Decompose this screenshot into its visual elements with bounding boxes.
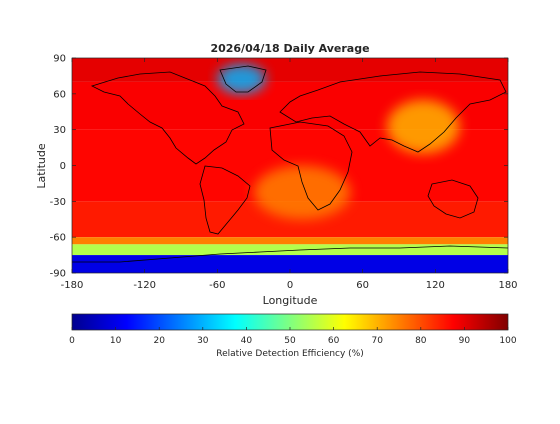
plot-area <box>72 58 508 273</box>
y-tick-label: -60 <box>50 233 66 244</box>
colorbar-tick-label: 40 <box>241 336 253 346</box>
x-tick-label: -180 <box>61 280 84 291</box>
chart-title: 2026/04/18 Daily Average <box>210 42 369 55</box>
heat-band-5 <box>72 244 508 256</box>
coastline-greenland <box>219 65 267 93</box>
colorbar-tick-label: 10 <box>110 336 122 346</box>
x-tick-label: -60 <box>209 280 225 291</box>
colorbar-tick-label: 80 <box>415 336 427 346</box>
colorbar-tick-label: 0 <box>69 336 75 346</box>
coastline-africa <box>269 121 353 211</box>
x-tick-label: 0 <box>287 280 293 291</box>
x-tick-label: 180 <box>498 280 517 291</box>
colorbar-tick-label: 30 <box>197 336 209 346</box>
coastline-antarctica <box>72 245 508 263</box>
coastlines <box>72 65 508 263</box>
coastline-south-america <box>199 165 251 235</box>
x-tick-label: 60 <box>356 280 369 291</box>
colorbar-label: Relative Detection Efficiency (%) <box>216 349 364 359</box>
coastline-australia <box>427 179 479 219</box>
y-tick-label: 0 <box>60 161 66 172</box>
x-axis: -180 -120 -60 0 60 120 180 <box>61 58 518 291</box>
y-axis: 90 60 30 0 -30 -60 -90 <box>50 54 508 280</box>
x-tick-label: -120 <box>133 280 156 291</box>
y-tick-label: 30 <box>53 125 66 136</box>
colorbar-tick-label: 70 <box>371 336 383 346</box>
y-tick-label: -90 <box>50 269 66 280</box>
colorbar-ticks: 0 10 20 30 40 50 60 70 80 90 100 <box>69 327 517 346</box>
heat-feature-2 <box>253 165 351 220</box>
heat-band-6 <box>72 255 508 273</box>
heat-feature-1 <box>386 99 460 154</box>
colorbar-tick-label: 50 <box>284 336 296 346</box>
x-tick-label: 120 <box>426 280 445 291</box>
x-axis-label: Longitude <box>263 294 318 307</box>
y-tick-label: 90 <box>53 54 66 65</box>
heat-band-0 <box>72 58 508 82</box>
colorbar-tick-label: 100 <box>499 336 516 346</box>
colorbar-tick-label: 90 <box>459 336 471 346</box>
heat-band-4 <box>72 237 508 245</box>
y-axis-label: Latitude <box>35 143 48 189</box>
colorbar-tick-label: 60 <box>328 336 340 346</box>
y-tick-label: -30 <box>50 197 66 208</box>
coastline-north-america <box>90 71 245 165</box>
coastline-eurasia <box>279 71 507 153</box>
colorbar-tick-label: 20 <box>153 336 165 346</box>
y-tick-label: 60 <box>53 89 66 100</box>
